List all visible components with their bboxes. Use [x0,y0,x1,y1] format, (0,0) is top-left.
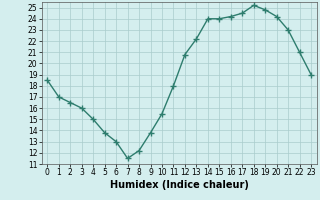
X-axis label: Humidex (Indice chaleur): Humidex (Indice chaleur) [110,180,249,190]
